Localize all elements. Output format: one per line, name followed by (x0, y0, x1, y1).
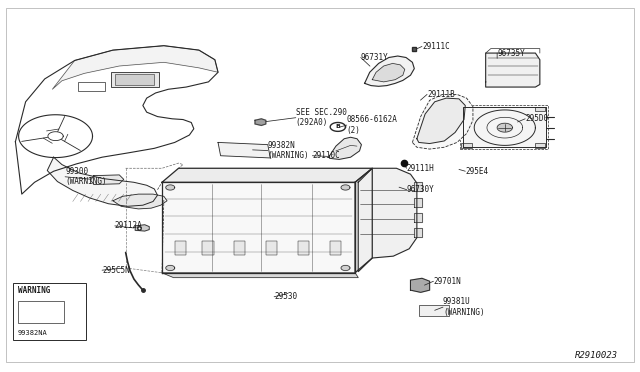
Polygon shape (463, 107, 546, 147)
Polygon shape (365, 56, 414, 86)
Polygon shape (52, 46, 218, 89)
Text: 29111H: 29111H (406, 164, 435, 173)
Polygon shape (166, 185, 175, 190)
Polygon shape (355, 168, 372, 273)
Polygon shape (218, 142, 270, 158)
Text: R2910023: R2910023 (575, 350, 618, 360)
Text: 29111C: 29111C (422, 42, 450, 51)
Bar (461, 143, 472, 148)
Text: 99382N
(WARNING): 99382N (WARNING) (268, 141, 309, 160)
Polygon shape (417, 98, 465, 144)
Bar (298, 241, 309, 256)
Polygon shape (47, 157, 157, 206)
Polygon shape (414, 213, 422, 222)
Polygon shape (372, 63, 404, 82)
Bar (111, 71, 159, 87)
Polygon shape (162, 182, 355, 273)
Bar (266, 241, 277, 256)
Polygon shape (414, 182, 422, 191)
Polygon shape (410, 278, 429, 292)
Bar (461, 107, 472, 112)
Text: 99300
(WARNING): 99300 (WARNING) (65, 167, 107, 186)
Text: 96735Y: 96735Y (497, 49, 525, 58)
Polygon shape (341, 185, 350, 190)
Text: 99381U
(WARNING): 99381U (WARNING) (443, 297, 484, 317)
Text: 99382NA: 99382NA (18, 330, 48, 336)
Polygon shape (414, 198, 422, 207)
Polygon shape (414, 228, 422, 237)
Text: 29111B: 29111B (427, 90, 455, 99)
Text: SEE SEC.290
(292A0): SEE SEC.290 (292A0) (296, 108, 347, 127)
Polygon shape (166, 265, 175, 270)
Polygon shape (15, 46, 218, 194)
Bar (202, 241, 214, 256)
Text: 295D0: 295D0 (525, 114, 548, 123)
Text: 08566-6162A
(2): 08566-6162A (2) (347, 115, 397, 135)
Polygon shape (497, 123, 513, 132)
Bar (419, 305, 449, 316)
Text: WARNING: WARNING (18, 286, 51, 295)
Text: 29110C: 29110C (312, 151, 340, 160)
Bar (460, 105, 548, 149)
Bar (115, 74, 154, 85)
Text: 96731Y: 96731Y (361, 53, 388, 62)
Polygon shape (486, 53, 540, 87)
Text: 29112A: 29112A (115, 221, 143, 230)
Text: 295E4: 295E4 (465, 167, 488, 176)
Polygon shape (255, 119, 266, 125)
Polygon shape (162, 273, 358, 278)
Bar (535, 143, 545, 148)
Text: 29701N: 29701N (433, 277, 461, 286)
Polygon shape (358, 168, 417, 272)
Text: B: B (335, 124, 340, 129)
Polygon shape (330, 137, 362, 160)
Bar (535, 107, 545, 112)
Bar (234, 241, 246, 256)
Polygon shape (135, 225, 149, 231)
Text: 295C5N: 295C5N (102, 266, 130, 275)
Polygon shape (412, 94, 473, 149)
Polygon shape (91, 175, 124, 185)
Text: 29530: 29530 (274, 292, 297, 301)
Bar (78, 81, 104, 91)
Polygon shape (162, 168, 372, 182)
Polygon shape (113, 194, 167, 209)
Bar (175, 241, 186, 256)
Polygon shape (341, 265, 350, 270)
Polygon shape (330, 122, 346, 131)
Bar (18, 301, 64, 323)
Bar (330, 241, 341, 256)
Text: 96730Y: 96730Y (406, 185, 435, 194)
Bar (13, 283, 86, 340)
